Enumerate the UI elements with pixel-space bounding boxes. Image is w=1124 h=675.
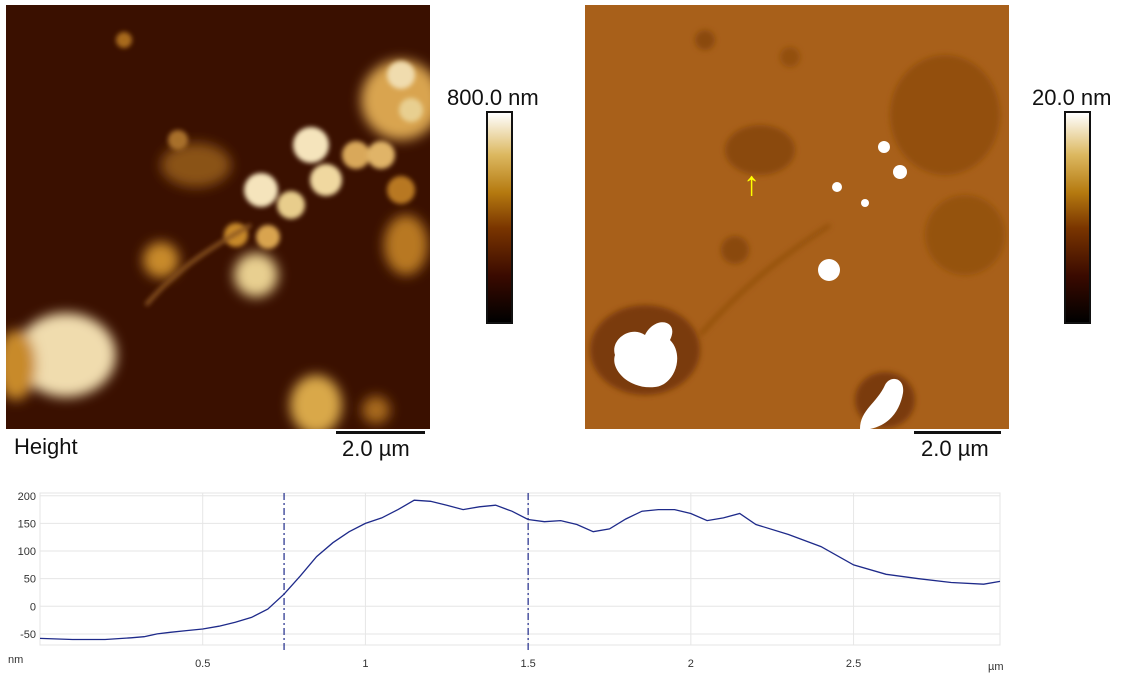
profile-grid [39,492,1001,646]
x-tick-label: 0.5 [195,658,210,670]
amplitude-colorbar-max-label: 20.0 nm [1032,85,1112,110]
x-tick-label: 1.5 [520,658,535,670]
profile-line [39,499,1001,641]
x-tick-label: 2 [688,658,694,670]
amplitude-scalebar-label: 2.0 µm [921,436,989,461]
y-tick-label: 200 [18,491,36,503]
amplitude-colorbar [1064,111,1091,324]
height-scalebar-label: 2.0 µm [342,436,410,461]
y-tick-label: 150 [18,518,36,530]
x-tick-label: 1 [362,658,368,670]
profile-x-ticks: 0.5 1 1.5 2 2.5 [195,658,861,670]
height-colorbar-max-label: 800.0 nm [447,85,539,110]
height-scalebar-line [336,431,425,434]
y-tick-label: -50 [20,629,36,641]
arrow-annotation: ↑ [743,165,760,203]
profile-cursors [283,493,529,650]
height-afm-image [6,5,430,429]
x-unit-label: µm [988,661,1004,673]
x-tick-label: 2.5 [846,658,861,670]
height-caption: Height [14,434,78,459]
y-tick-label: 50 [24,574,36,586]
profile-frame [39,492,1001,646]
profile-y-ticks: 200 150 100 50 0 -50 [18,491,36,641]
y-tick-label: 0 [30,601,36,613]
y-unit-label: nm [8,654,23,666]
height-profile-plot: 200 150 100 50 0 -50 0.5 1 1.5 2 2.5 nm µm [8,491,1004,673]
amplitude-scalebar-line [914,431,1001,434]
y-tick-label: 100 [18,546,36,558]
amplitude-afm-image: ↑ [585,5,1009,429]
height-colorbar [486,111,513,324]
